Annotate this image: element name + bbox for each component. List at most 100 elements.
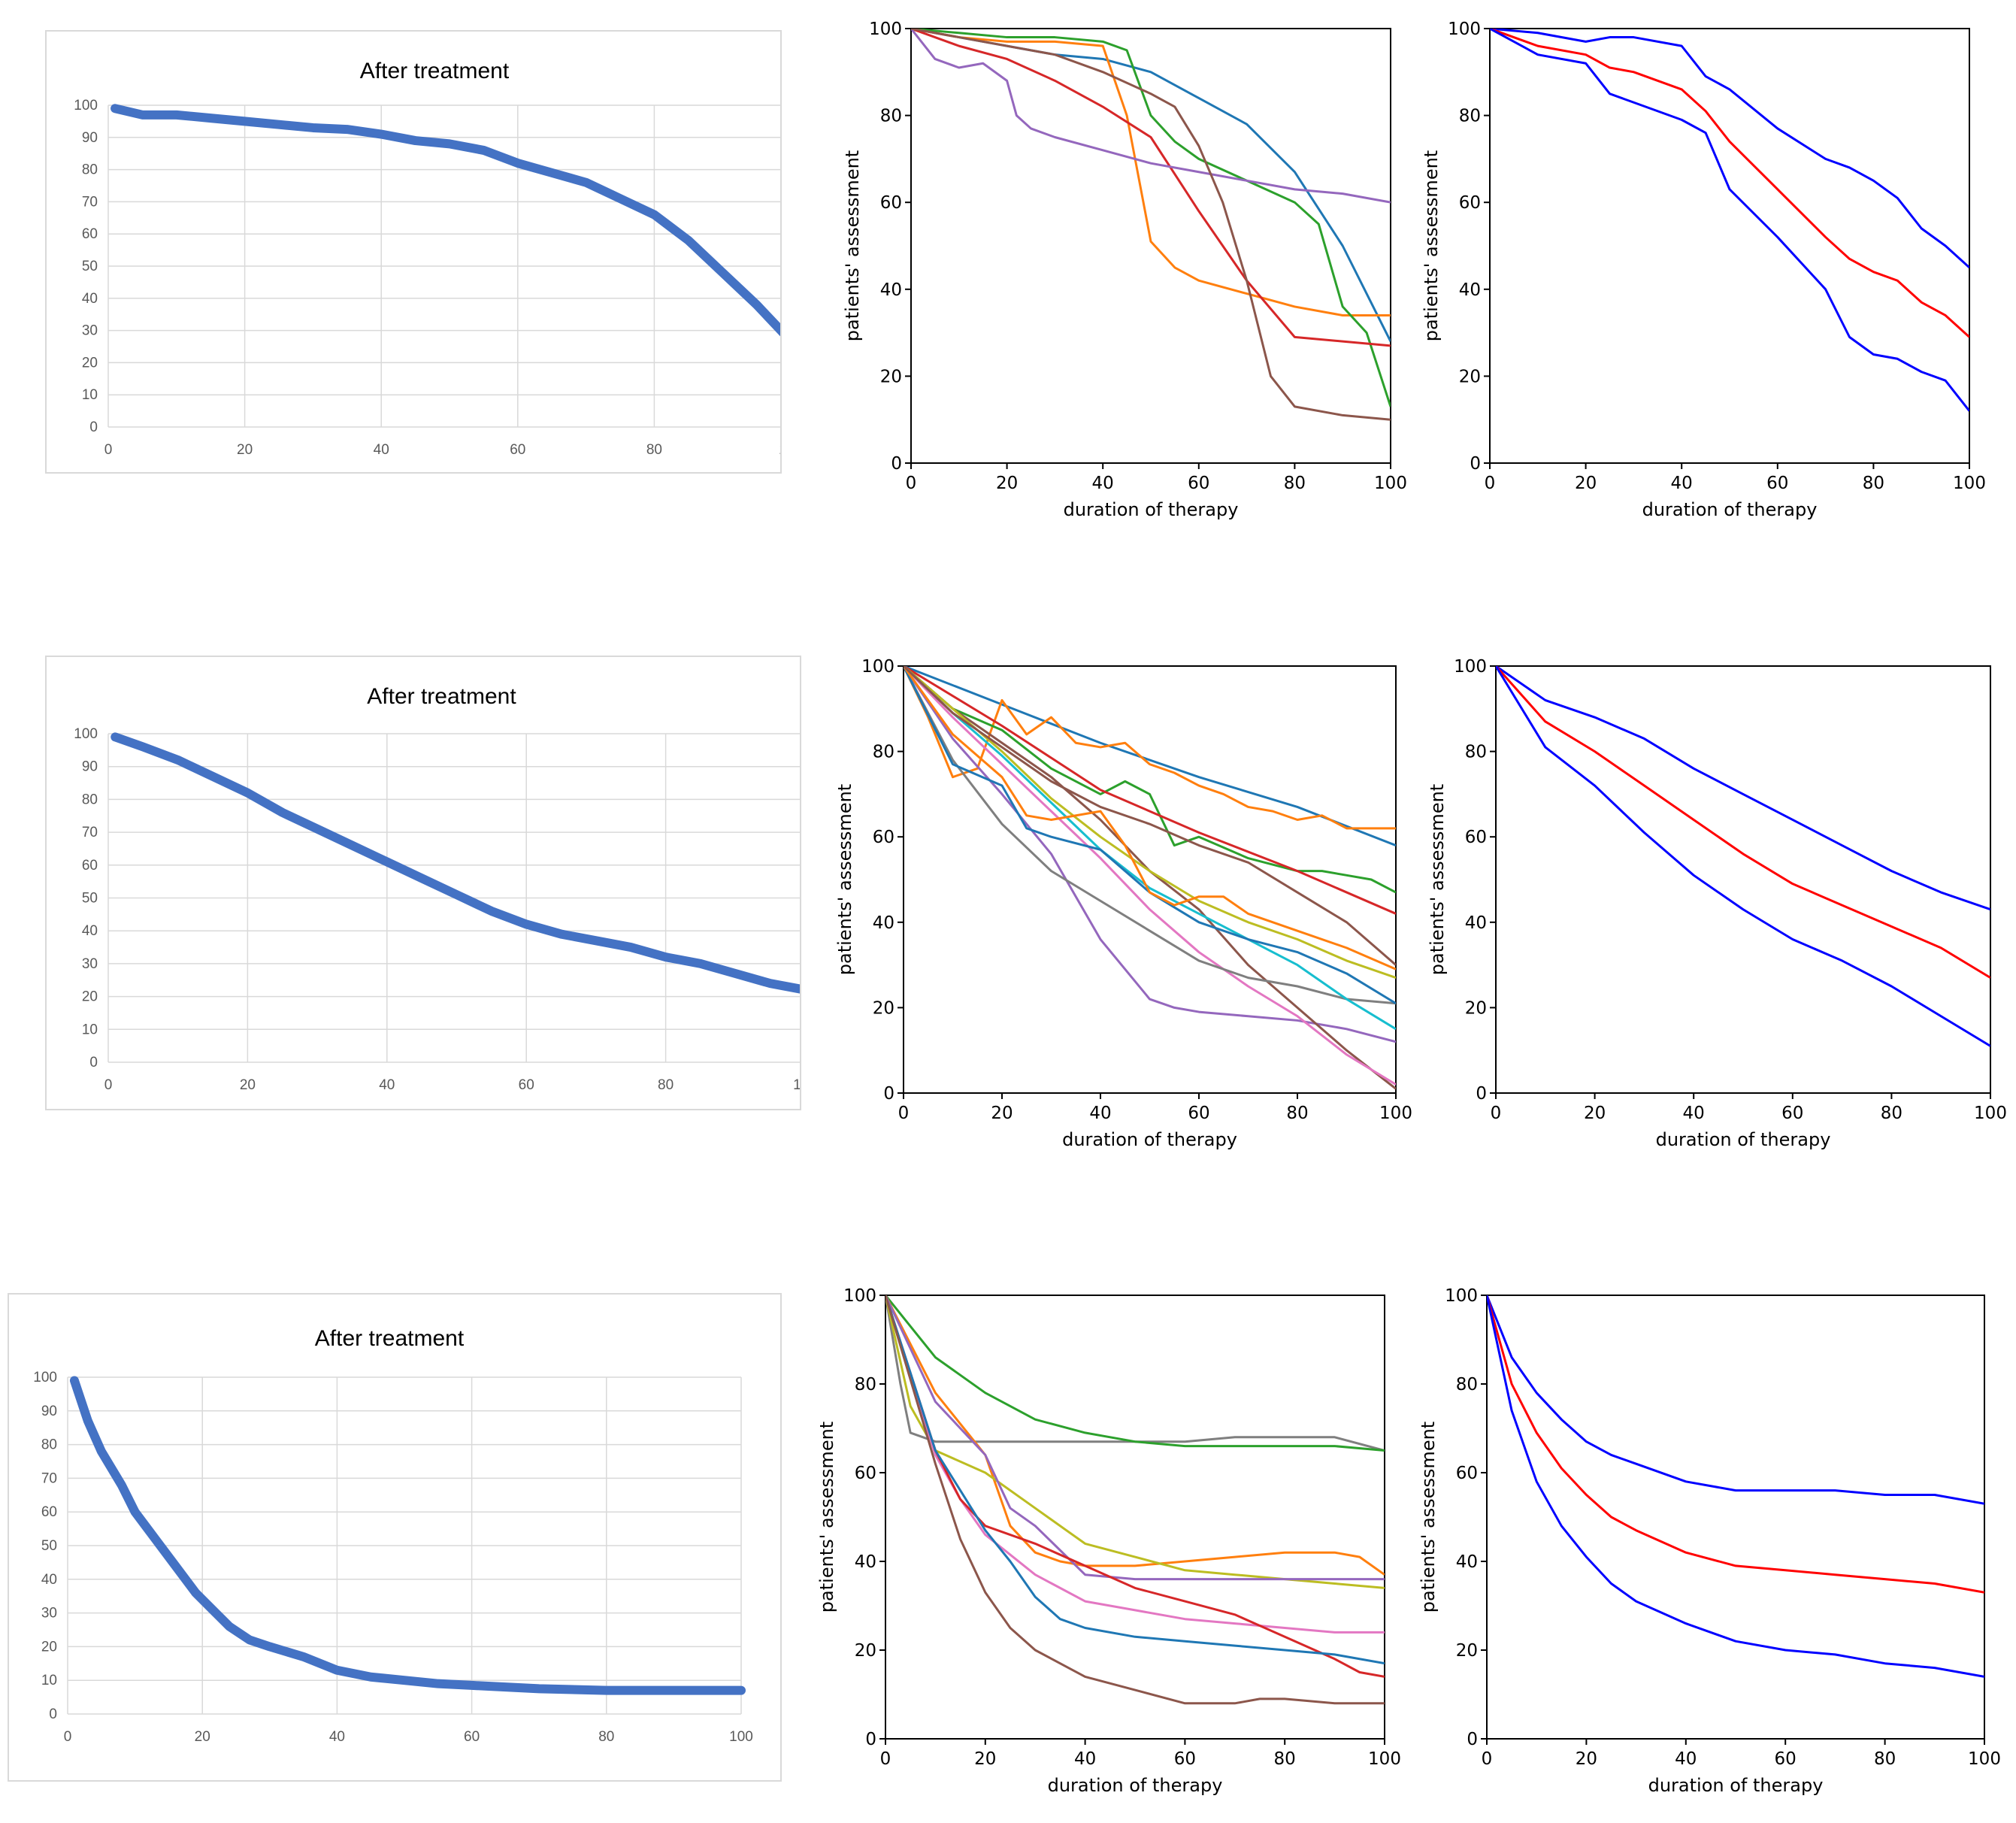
y-tick-label: 0 [49,1706,57,1722]
x-tick-label: 80 [1274,1749,1296,1769]
chart-r2c3-svg: 0 20 40 60 80 100 0 20 40 60 80 100 duration of ther… [1427,657,2007,1150]
series-line-s1 [904,666,1396,846]
x-axis-label: duration of therapy [1642,499,1818,520]
y-tick-label: 100 [843,1286,876,1306]
x-tick-label: 20 [1584,1104,1606,1123]
plot-frame [1495,665,1991,1094]
y-tick-label: 100 [1445,1286,1478,1306]
chart-r3c2: 0 20 40 60 80 100 0 20 40 60 80 100 duration of ther… [797,1276,1413,1819]
y-tick-label: 20 [82,355,98,371]
y-tick-label: 100 [74,98,98,114]
y-tick-label: 40 [880,280,902,300]
y-tick-label: 20 [41,1639,57,1655]
x-tick-label: 100 [1968,1749,2001,1769]
series-line-mean [69,1376,746,1695]
y-tick-label: 0 [865,1730,876,1749]
x-tick-label: 60 [1174,1749,1196,1769]
y-tick-label: 30 [82,956,98,972]
x-tick-label: 100 [779,442,780,458]
chart-r1c1-svg: After treatment 0 10 20 30 40 50 60 70 80 90 100 0 20… [74,59,780,458]
series-line-upper [1490,29,1969,269]
y-tick-label: 80 [855,1375,876,1395]
y-tick-label: 40 [1456,1552,1478,1572]
y-tick-label: 80 [880,107,902,126]
series-line-s7 [904,666,1396,1086]
x-tick-label: 80 [598,1729,614,1745]
x-tick-label: 60 [1775,1749,1797,1769]
y-tick-label: 80 [873,743,894,762]
series-line-s6 [911,29,1391,421]
chart-r1c3: 0 20 40 60 80 100 0 20 40 60 80 100 duration of ther… [1413,15,2014,541]
chart-r1c2-svg: 0 20 40 60 80 100 0 20 40 60 80 100 duration of ther… [842,20,1407,520]
x-axis-label: duration of therapy [1062,1129,1237,1150]
chart-r2c2-svg: 0 20 40 60 80 100 0 20 40 60 80 100 duration of ther… [834,657,1412,1150]
y-tick-label: 100 [74,726,98,742]
y-tick-label: 100 [33,1370,57,1385]
y-tick-label: 80 [1456,1375,1478,1395]
y-tick-label: 20 [1459,367,1481,386]
x-tick-label: 0 [1482,1749,1493,1769]
x-tick-label: 100 [1974,1104,2007,1123]
chart-r2c1: After treatment 0 10 20 30 40 50 60 70 80 90 100 0 20… [45,656,801,1110]
x-tick-label: 80 [646,442,662,458]
y-tick-label: 10 [82,387,98,403]
chart-r2c1-svg: After treatment 0 10 20 30 40 50 60 70 80 90 100 0 20… [74,684,800,1093]
x-tick-label: 60 [519,1077,534,1093]
x-tick-label: 100 [1368,1749,1401,1769]
y-tick-label: 40 [82,923,98,939]
y-tick-label: 80 [41,1437,57,1453]
series-line-s8 [904,666,1396,1005]
y-tick-label: 60 [41,1504,57,1520]
y-tick-label: 100 [861,657,894,677]
y-tick-label: 80 [1459,107,1481,126]
y-tick-label: 60 [1456,1464,1478,1483]
plot-frame [1489,28,1970,464]
y-axis-label: patients' assessment [1418,1422,1439,1613]
plot-frame [903,665,1397,1094]
y-tick-label: 0 [89,1055,98,1070]
x-tick-label: 80 [1874,1749,1896,1769]
y-tick-label: 10 [41,1673,57,1688]
y-tick-label: 70 [82,194,98,210]
series-line-s9 [904,666,1396,980]
y-tick-label: 80 [82,792,98,807]
y-tick-label: 90 [41,1404,57,1419]
series-line-upper [1496,666,1990,911]
y-tick-label: 60 [82,858,98,874]
chart-r3c1-svg: After treatment 0 10 20 30 40 50 60 70 80 90 100 0 20… [33,1326,753,1745]
x-tick-label: 40 [1092,474,1114,493]
y-tick-label: 20 [880,367,902,386]
chart-title: After treatment [315,1326,465,1351]
y-axis-label: patients' assessment [834,784,855,975]
x-tick-label: 60 [1766,474,1788,493]
series-line-mean [110,104,780,337]
plot-frame [885,1295,1385,1740]
y-tick-label: 60 [1465,828,1487,847]
y-tick-label: 20 [1456,1641,1478,1661]
series-line-s9 [885,1295,1385,1705]
y-axis-label: patients' assessment [1421,150,1442,341]
y-tick-label: 0 [1467,1730,1478,1749]
series-line-s11 [904,666,1396,1005]
chart-r1c3-svg: 0 20 40 60 80 100 0 20 40 60 80 100 duration of ther… [1421,20,1986,520]
y-tick-label: 50 [41,1538,57,1554]
x-tick-label: 40 [379,1077,395,1093]
x-tick-label: 40 [374,442,389,458]
x-axis-label: duration of therapy [1064,499,1239,520]
x-tick-label: 60 [1781,1104,1803,1123]
x-tick-label: 0 [1491,1104,1502,1123]
x-tick-label: 40 [1671,474,1693,493]
x-tick-label: 100 [1953,474,1986,493]
x-tick-label: 20 [1576,1749,1597,1769]
x-tick-label: 80 [1284,474,1306,493]
x-tick-label: 40 [1074,1749,1096,1769]
x-tick-label: 60 [1188,474,1209,493]
y-tick-label: 90 [82,130,98,146]
y-tick-label: 70 [41,1470,57,1486]
series-line-s10 [904,666,1396,1031]
x-tick-label: 0 [104,1077,113,1093]
chart-r1c1: After treatment 0 10 20 30 40 50 60 70 80 90 100 0 20… [45,30,782,474]
series-line-upper [1487,1295,1984,1505]
x-tick-label: 20 [991,1104,1013,1123]
y-tick-label: 20 [82,989,98,1005]
